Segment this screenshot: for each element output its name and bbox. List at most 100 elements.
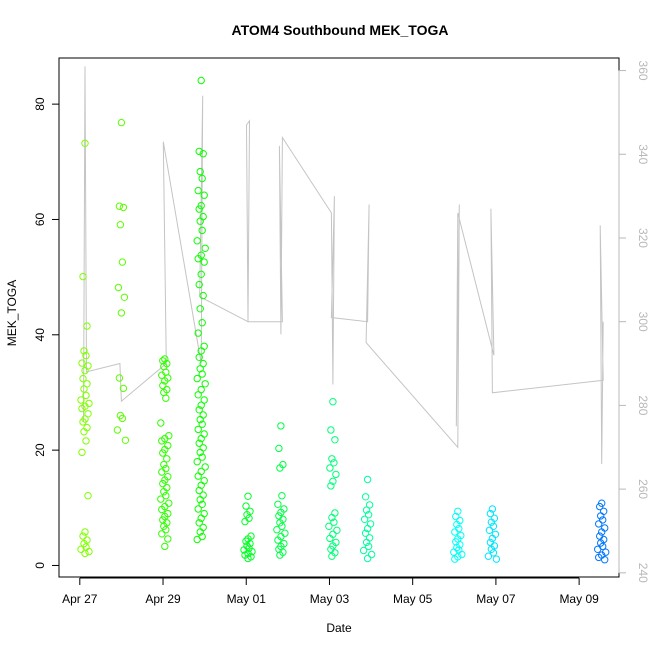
scatter-point [328, 513, 336, 522]
scatter-point [81, 366, 89, 375]
scatter-point [450, 548, 458, 556]
scatter-point [198, 500, 206, 508]
scatter-point [278, 492, 286, 500]
scatter-point [248, 547, 256, 556]
scatter-point [196, 415, 204, 424]
scatter-point [78, 404, 86, 413]
scatter-point [193, 535, 201, 544]
x-tick-label: May 07 [476, 592, 516, 606]
x-tick-label: May 01 [227, 592, 267, 606]
scatter-point [161, 377, 169, 385]
x-tick-label: May 05 [393, 592, 433, 606]
scatter-point [241, 517, 249, 526]
scatter-point [595, 520, 603, 528]
scatter-point [201, 380, 209, 388]
scatter-cluster [594, 499, 610, 564]
scatter-point [195, 439, 203, 447]
scatter-point [325, 522, 333, 530]
scatter-point [196, 448, 204, 457]
scatter-point [159, 449, 167, 457]
scatter-point [330, 459, 338, 467]
scatter-point [117, 118, 126, 127]
scatter-point [80, 347, 88, 355]
scatter-point [81, 139, 89, 148]
scatter-point [77, 396, 85, 404]
scatter-point [274, 500, 282, 508]
scatter-point [116, 221, 125, 229]
scatter-point [194, 329, 202, 337]
scatter-point [197, 514, 205, 522]
scatter-point [244, 554, 252, 563]
scatter-point [159, 479, 167, 488]
scatter-point [193, 237, 201, 245]
scatter-cluster [240, 492, 256, 563]
scatter-point [244, 492, 252, 500]
scatter-point [196, 217, 204, 225]
scatter-point [326, 534, 334, 543]
scatter-point [80, 428, 88, 436]
scatter-point [80, 385, 88, 393]
scatter-point [113, 426, 122, 434]
scatter-point [79, 374, 87, 383]
scatter-point [363, 524, 372, 533]
scatter-point [161, 542, 169, 551]
scatter-point [484, 552, 493, 560]
scatter-point [329, 477, 337, 485]
scatter-point [199, 291, 207, 300]
scatter-point [196, 167, 204, 176]
scatter-point [330, 518, 338, 526]
scatter-point [194, 186, 202, 195]
scatter-point [198, 370, 206, 378]
scatter-point [360, 515, 369, 523]
x-axis: Apr 27 Apr 29 May 01 May 03 May 05 May 07 May … [62, 577, 599, 606]
scatter-point [200, 191, 208, 199]
scatter-point [196, 365, 204, 373]
scatter-point [363, 554, 372, 563]
scatter-point [492, 555, 501, 563]
scatter-point [78, 448, 86, 457]
scatter-point [198, 420, 206, 428]
scatter-point [485, 526, 494, 534]
scatter-point [82, 351, 90, 360]
scatter-cluster [77, 139, 93, 558]
scatter-cluster [359, 475, 376, 563]
scatter-point [193, 458, 201, 466]
scatter-point [198, 174, 206, 183]
scatter-point [197, 401, 205, 409]
scatter-point [158, 437, 166, 445]
scatter-point [487, 518, 496, 526]
scatter-point [79, 418, 87, 426]
scatter-point [277, 422, 285, 430]
line-series-path [83, 66, 604, 465]
y2-tick-label: 280 [636, 395, 650, 415]
scatter-point [274, 536, 282, 544]
scatter-point [159, 381, 167, 390]
y-axis-label: MEK_TOGA [5, 280, 19, 346]
scatter-point [453, 520, 461, 529]
scatter-point [327, 426, 335, 434]
scatter-point [364, 511, 373, 519]
x-tick-label: May 09 [559, 592, 599, 606]
scatter-point [82, 391, 90, 400]
scatter-point [489, 549, 498, 557]
scatter-point [278, 522, 286, 530]
scatter-point [454, 507, 462, 515]
scatter-point [115, 202, 124, 210]
scatter-point [277, 508, 285, 517]
scatter-point [194, 255, 202, 263]
scatter-cluster [273, 422, 289, 559]
y-tick-label: 60 [33, 212, 47, 226]
scatter-point [163, 455, 171, 463]
scatter-point [81, 549, 89, 558]
scatter-point [452, 512, 460, 521]
x-tick-label: Apr 29 [145, 592, 181, 606]
x-tick-label: Apr 27 [62, 592, 98, 606]
scatter-point [329, 398, 337, 406]
scatter-point [82, 437, 90, 445]
y-tick-label: 20 [33, 443, 47, 457]
scatter-point [195, 519, 203, 527]
scatter-point [198, 319, 206, 327]
y-tick-label: 80 [33, 97, 47, 111]
scatter-point [118, 258, 127, 266]
scatter-point [328, 552, 336, 560]
